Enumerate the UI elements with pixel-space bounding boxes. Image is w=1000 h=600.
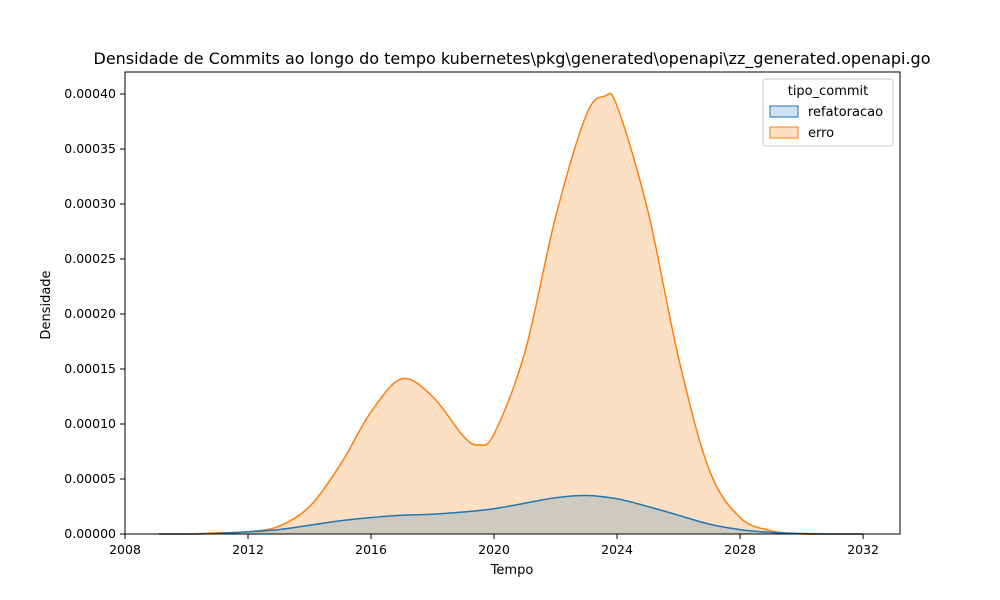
x-tick-label-1: 2012 <box>232 542 264 557</box>
x-tick-label-6: 2032 <box>847 542 879 557</box>
axes: 2008 2012 2016 2020 2024 2028 2032 0.00000 0.000… <box>64 71 901 557</box>
legend-swatch-erro <box>769 126 799 139</box>
legend-label-erro: erro <box>808 126 834 141</box>
x-tick-label-2: 2016 <box>355 542 387 557</box>
x-tick-label-5: 2028 <box>724 542 756 557</box>
plot-area: 2008 2012 2016 2020 2024 2028 2032 0.00000 0.000… <box>64 71 901 557</box>
legend-swatch-refatoracao <box>769 105 799 118</box>
y-tick-label-0: 0.00000 <box>64 526 116 541</box>
y-tick-label-5: 0.00025 <box>64 251 116 266</box>
y-axis-label: Densidade <box>39 270 54 339</box>
x-tick-label-4: 2024 <box>601 542 633 557</box>
y-tick-label-7: 0.00035 <box>64 141 116 156</box>
y-tick-label-2: 0.00010 <box>64 416 116 431</box>
series-line-refatoracao <box>158 494 864 535</box>
legend-label-refatoracao: refatoracao <box>808 105 883 120</box>
legend: tipo_commit refatoracao erro <box>762 78 894 147</box>
y-tick-label-1: 0.00005 <box>64 471 116 486</box>
plot-frame <box>124 71 901 535</box>
legend-title: tipo_commit <box>788 84 869 99</box>
x-tick-label-3: 2020 <box>478 542 510 557</box>
y-tick-label-6: 0.00030 <box>64 196 116 211</box>
y-tick-label-4: 0.00020 <box>64 306 116 321</box>
x-axis-label: Tempo <box>490 563 534 578</box>
y-tick-label-8: 0.00040 <box>64 86 116 101</box>
series-area-refatoracao <box>158 495 864 535</box>
x-tick-label-0: 2008 <box>109 542 141 557</box>
y-tick-label-3: 0.00015 <box>64 361 116 376</box>
chart-title: Densidade de Commits ao longo do tempo k… <box>94 49 931 69</box>
series-area-erro <box>158 93 864 535</box>
series-line-erro <box>158 92 864 535</box>
